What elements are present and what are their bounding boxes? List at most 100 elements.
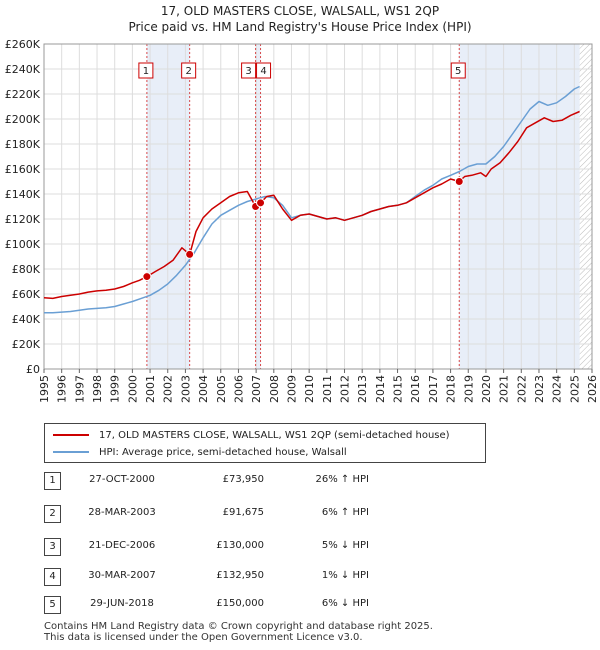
sale-date: 27-OCT-2000 xyxy=(89,474,155,485)
sale-marker-box xyxy=(241,62,257,79)
sale-date: 21-DEC-2006 xyxy=(88,540,156,551)
sale-number-badge: 3 xyxy=(44,538,61,556)
sale-price: £132,950 xyxy=(216,570,264,581)
x-tick-label: 2004 xyxy=(197,375,210,403)
sale-point xyxy=(256,198,266,208)
sale-number-badge: 2 xyxy=(44,505,61,523)
y-tick-label: £140K xyxy=(5,188,41,201)
sale-hpi-diff: 5% ↓ HPI xyxy=(321,540,369,551)
y-tick-label: £120K xyxy=(5,213,41,226)
plot-frame xyxy=(43,43,593,370)
y-tick-label: £260K xyxy=(5,38,41,51)
legend: 17, OLD MASTERS CLOSE, WALSALL, WS1 2QP … xyxy=(44,423,486,463)
sale-date: 30-MAR-2007 xyxy=(88,570,156,581)
x-tick-label: 2020 xyxy=(480,375,493,403)
sale-price: £130,000 xyxy=(216,540,264,551)
x-tick-label: 2012 xyxy=(339,375,352,403)
legend-item-hpi: HPI: Average price, semi-detached house,… xyxy=(53,444,347,460)
x-tick-label: 2013 xyxy=(356,375,369,403)
x-tick-label: 2016 xyxy=(409,375,422,403)
chart-subtitle: Price paid vs. HM Land Registry's House … xyxy=(128,20,472,34)
x-tick-label: 2009 xyxy=(285,375,298,403)
chart-title: 17, OLD MASTERS CLOSE, WALSALL, WS1 2QP xyxy=(160,4,440,18)
x-tick-label: 2017 xyxy=(427,375,440,403)
sale-row: 2 28-MAR-2003 £91,675 6% ↑ HPI xyxy=(44,505,444,523)
x-tick-label: 2014 xyxy=(374,375,387,403)
x-tick-label: 1997 xyxy=(73,375,86,403)
y-tick-label: £180K xyxy=(5,138,41,151)
sale-row: 3 21-DEC-2006 £130,000 5% ↓ HPI xyxy=(44,538,444,556)
sale-marker-label: 2 xyxy=(185,66,191,77)
x-tick-label: 2025 xyxy=(568,375,581,403)
x-tick-label: 1999 xyxy=(109,375,122,403)
sale-marker-label: 3 xyxy=(245,66,251,77)
sale-hpi-diff: 26% ↑ HPI xyxy=(315,474,369,485)
chart-area: £0 £20K £40K £60K £80K £100K £120K £140K £160K £1… xyxy=(5,38,599,403)
legend-swatch-property xyxy=(53,434,89,436)
x-tick-label: 2021 xyxy=(498,375,511,403)
sale-point xyxy=(185,249,195,259)
x-tick-label: 2019 xyxy=(462,375,475,403)
x-tick-label: 2003 xyxy=(179,375,192,403)
y-tick-label: £60K xyxy=(12,288,41,301)
y-tick-label: £200K xyxy=(5,113,41,126)
x-tick-label: 2022 xyxy=(515,375,528,403)
sale-marker-box xyxy=(450,62,466,79)
sale-price: £150,000 xyxy=(216,598,264,609)
x-tick-label: 2005 xyxy=(215,375,228,403)
x-tick-label: 2026 xyxy=(586,375,599,403)
x-tick-label: 2007 xyxy=(250,375,263,403)
x-tick-label: 2011 xyxy=(321,375,334,403)
sale-number-badge: 5 xyxy=(44,596,61,614)
legend-label-property: 17, OLD MASTERS CLOSE, WALSALL, WS1 2QP … xyxy=(99,429,450,441)
x-tick-label: 2008 xyxy=(268,375,281,403)
legend-item-property: 17, OLD MASTERS CLOSE, WALSALL, WS1 2QP … xyxy=(53,427,450,443)
y-tick-label: £100K xyxy=(5,238,41,251)
sale-number-badge: 1 xyxy=(44,472,61,490)
sale-marker-label: 1 xyxy=(143,66,149,77)
sale-hpi-diff: 6% ↑ HPI xyxy=(321,507,369,518)
sale-price: £73,950 xyxy=(222,474,264,485)
x-tick-label: 2006 xyxy=(232,375,245,403)
sale-price: £91,675 xyxy=(222,507,264,518)
x-tick-label: 2015 xyxy=(392,375,405,403)
y-tick-label: £80K xyxy=(12,263,41,276)
x-tick-label: 1996 xyxy=(56,375,69,403)
x-tick-label: 1995 xyxy=(38,375,51,403)
y-tick-label: £40K xyxy=(12,313,41,326)
forecast-hatch xyxy=(579,44,592,369)
y-tick-label: £160K xyxy=(5,163,41,176)
x-tick-label: 2000 xyxy=(126,375,139,403)
x-tick-label: 2001 xyxy=(144,375,157,403)
footer-copyright: Contains HM Land Registry data © Crown c… xyxy=(44,621,433,632)
sale-number-badge: 4 xyxy=(44,568,61,586)
x-tick-label: 2023 xyxy=(533,375,546,403)
sale-point xyxy=(142,272,152,282)
legend-swatch-hpi xyxy=(53,451,89,453)
x-tick-label: 1998 xyxy=(91,375,104,403)
x-tick-label: 2002 xyxy=(162,375,175,403)
sale-period-shade xyxy=(459,44,580,369)
x-tick-label: 2024 xyxy=(551,375,564,403)
x-tick-label: 2010 xyxy=(303,375,316,403)
footer-license: This data is licensed under the Open Gov… xyxy=(44,632,363,643)
sale-marker-label: 5 xyxy=(455,66,461,77)
sale-row: 1 27-OCT-2000 £73,950 26% ↑ HPI xyxy=(44,472,444,490)
sale-period-shade xyxy=(146,44,190,369)
y-tick-label: £0 xyxy=(26,363,40,376)
legend-label-hpi: HPI: Average price, semi-detached house,… xyxy=(99,446,347,458)
sale-point xyxy=(454,177,464,186)
sale-marker-box xyxy=(181,62,197,79)
sale-date: 29-JUN-2018 xyxy=(90,598,154,609)
y-tick-label: £20K xyxy=(12,338,41,351)
sale-row: 4 30-MAR-2007 £132,950 1% ↓ HPI xyxy=(44,568,444,586)
x-tick-label: 2018 xyxy=(445,375,458,403)
sale-marker-box xyxy=(256,62,272,79)
sale-date: 28-MAR-2003 xyxy=(88,507,156,518)
footer: Contains HM Land Registry data © Crown c… xyxy=(44,621,433,643)
sale-hpi-diff: 6% ↓ HPI xyxy=(321,598,369,609)
sale-marker-box xyxy=(138,62,154,79)
y-tick-label: £220K xyxy=(5,88,41,101)
sale-row: 5 29-JUN-2018 £150,000 6% ↓ HPI xyxy=(44,596,444,614)
